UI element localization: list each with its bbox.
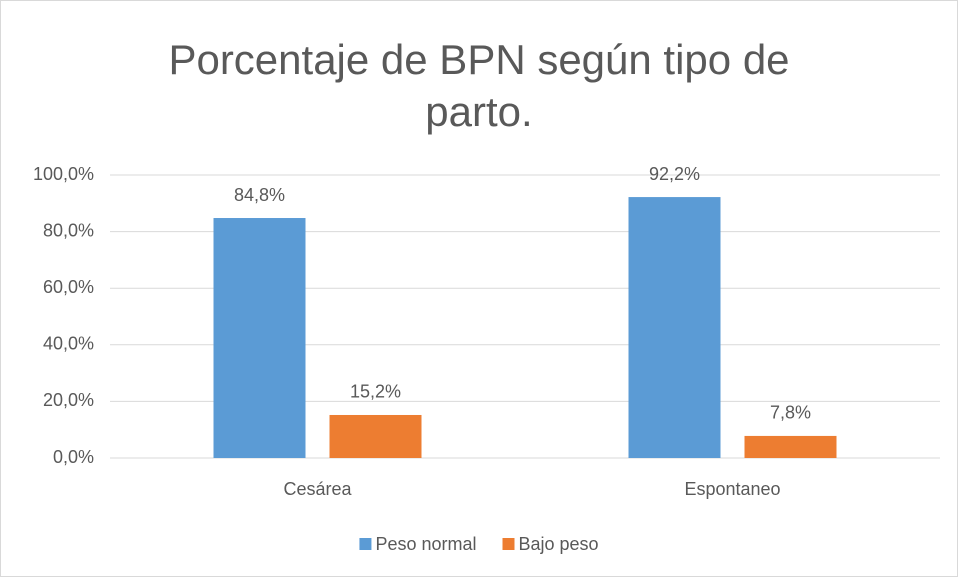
- data-label: 84,8%: [234, 185, 285, 205]
- x-tick-label: Espontaneo: [684, 479, 780, 499]
- legend-label: Peso normal: [375, 534, 476, 554]
- legend-swatch: [359, 538, 372, 550]
- legend-swatch: [502, 538, 515, 550]
- data-label: 7,8%: [770, 403, 811, 423]
- y-tick-label: 100,0%: [33, 164, 94, 184]
- y-tick-label: 60,0%: [43, 277, 94, 297]
- y-tick-label: 0,0%: [53, 447, 94, 467]
- x-tick-label: Cesárea: [283, 479, 352, 499]
- data-label: 15,2%: [350, 382, 401, 402]
- y-tick-label: 80,0%: [43, 220, 94, 240]
- bar: [744, 435, 837, 458]
- bar: [329, 414, 422, 458]
- legend-label: Bajo peso: [519, 534, 599, 554]
- bar: [628, 197, 721, 458]
- y-tick-label: 40,0%: [43, 334, 94, 354]
- data-label: 92,2%: [649, 164, 700, 184]
- y-tick-label: 20,0%: [43, 390, 94, 410]
- bar: [213, 218, 306, 458]
- chart-title: Porcentaje de BPN según tipo de parto.: [168, 36, 790, 135]
